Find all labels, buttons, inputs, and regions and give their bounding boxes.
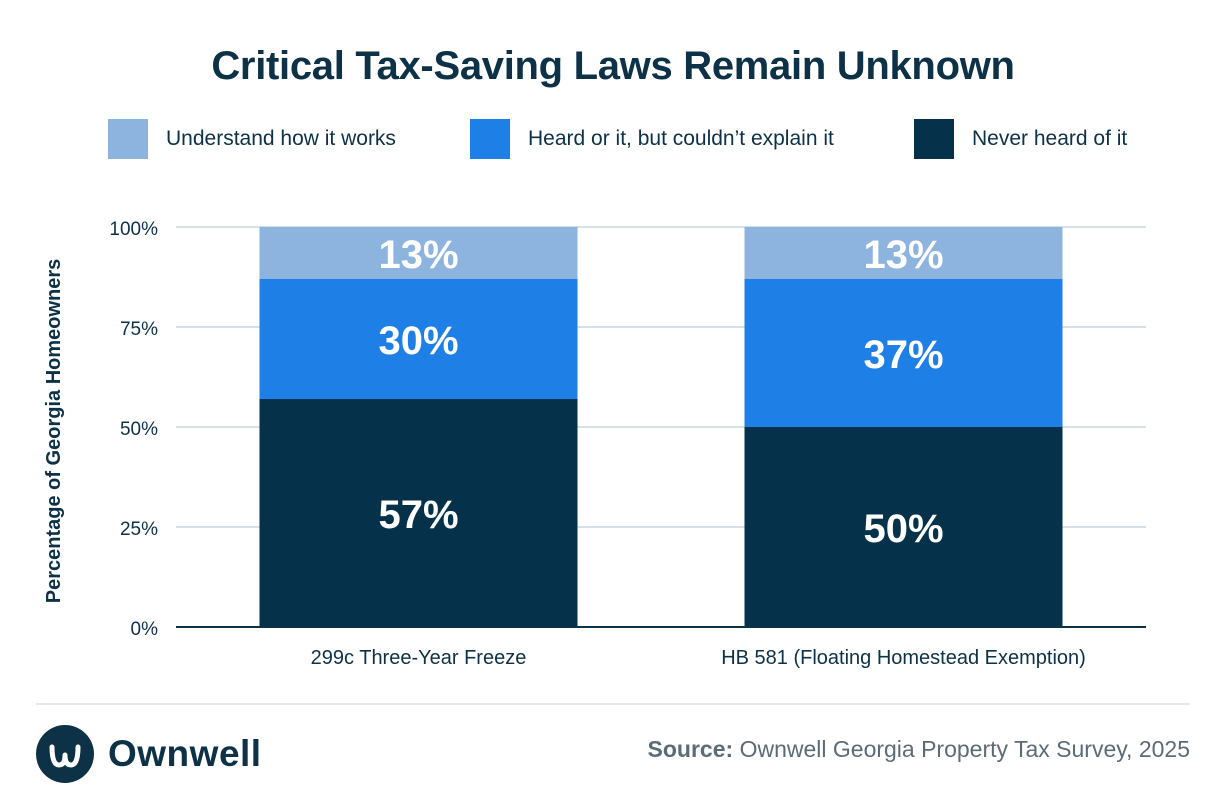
data-label-1-1: 37% [863,333,943,377]
y-tick-label-0: 0% [131,619,159,640]
x-tick-label-1: HB 581 (Floating Homestead Exemption) [721,647,1086,669]
bar-segment-0-0 [259,399,578,627]
brand-logo: Ownwell [36,724,262,784]
legend-label-understand: Understand how it works [166,127,396,150]
source-note: Source: Ownwell Georgia Property Tax Sur… [648,736,1190,763]
data-label-0-2: 13% [378,233,458,277]
source-label: Source: [647,736,734,762]
data-label-1-0: 50% [863,507,943,551]
legend-label-never: Never heard of it [972,127,1128,150]
chart-title: Critical Tax-Saving Laws Remain Unknown [211,44,1015,88]
legend-item-understand: Understand how it works [108,119,396,159]
footer-divider [36,703,1190,705]
bar-segment-1-0 [744,427,1063,627]
y-axis-title: Percentage of Georgia Homeowners [43,259,65,604]
bar-segment-1-1 [744,279,1063,427]
bar-segment-1-2 [744,227,1063,279]
legend-swatch-heard [470,119,510,159]
data-label-0-1: 30% [378,319,458,363]
y-tick-label-100: 100% [109,219,158,240]
legend-label-heard: Heard or it, but couldn’t explain it [528,127,834,150]
data-label-0-0: 57% [378,493,458,537]
legend-item-heard: Heard or it, but couldn’t explain it [470,119,834,159]
brand-name: Ownwell [108,733,262,774]
y-tick-label-50: 50% [120,419,158,440]
source-text: Ownwell Georgia Property Tax Survey, 202… [739,736,1190,762]
x-tick-label-0: 299c Three-Year Freeze [311,647,527,669]
data-label-1-2: 13% [863,233,943,277]
legend-swatch-never [914,119,954,159]
legend-swatch-understand [108,119,148,159]
legend-item-never: Never heard of it [914,119,1127,159]
bar-segment-0-1 [259,279,578,399]
y-tick-label-25: 25% [120,519,158,540]
ownwell-logo-icon [36,725,94,783]
y-tick-label-75: 75% [120,319,158,340]
bar-segment-0-2 [259,227,578,279]
